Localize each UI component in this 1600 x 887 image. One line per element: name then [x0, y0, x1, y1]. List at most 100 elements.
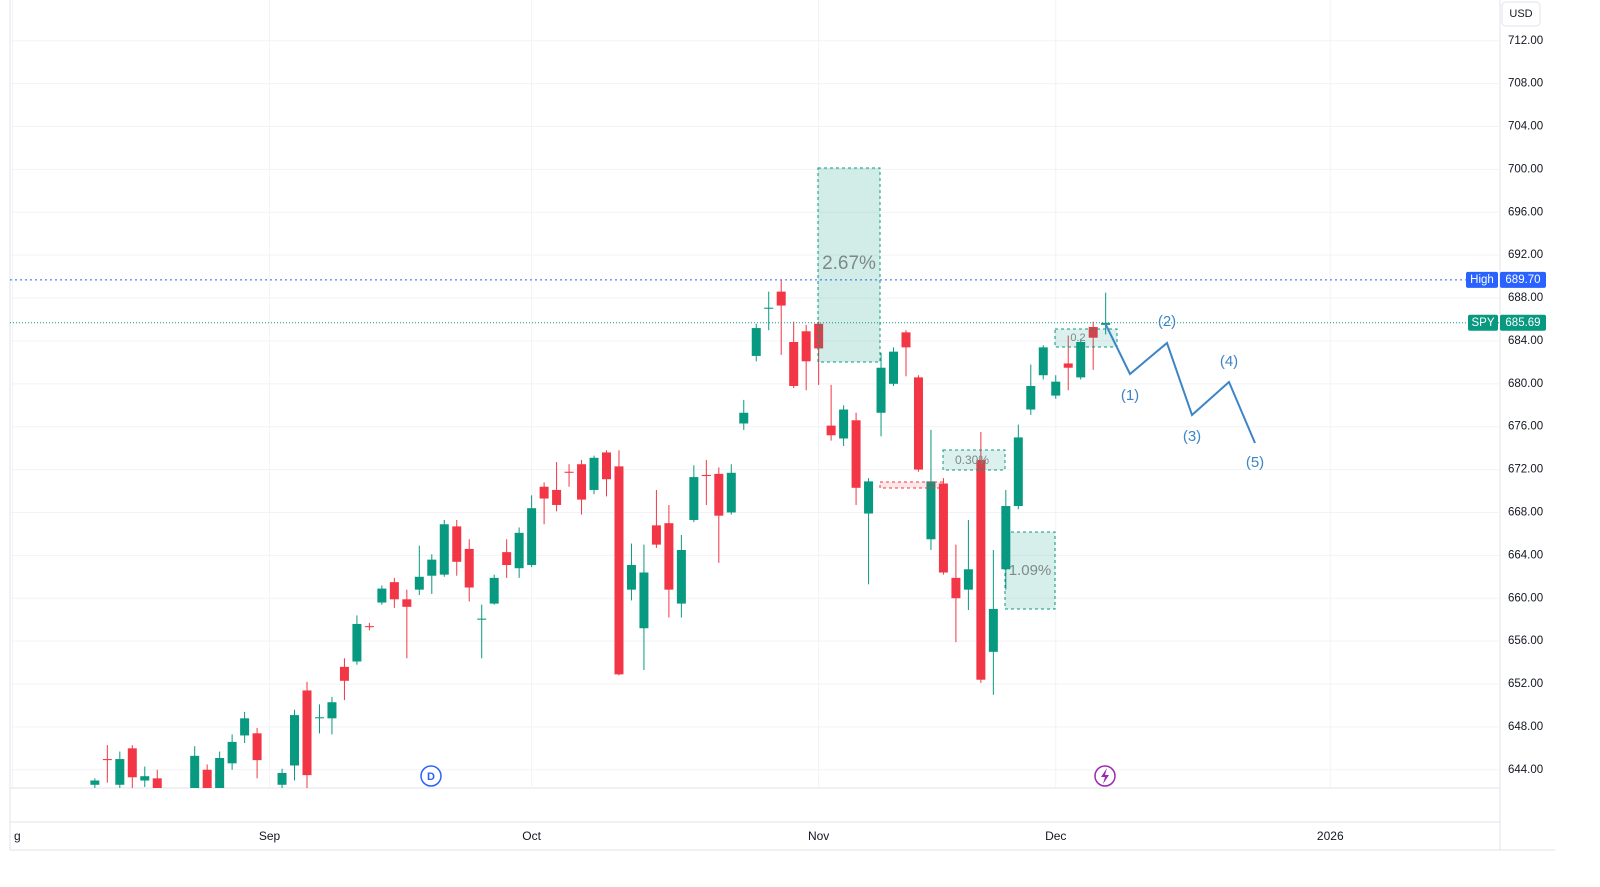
- candle-body: [864, 481, 874, 514]
- candle-body: [140, 776, 150, 781]
- price-line-value-box: [1500, 271, 1546, 288]
- candle-body: [814, 323, 824, 349]
- wave-label: (3): [1183, 428, 1201, 445]
- candle-body: [776, 291, 786, 306]
- event-icon: [1101, 768, 1109, 784]
- candle-body: [127, 748, 137, 778]
- event-marker-label: D: [427, 771, 435, 783]
- y-tick-label: 648.00: [1508, 721, 1543, 733]
- candle-body: [876, 367, 886, 413]
- candle-body: [190, 755, 200, 788]
- candle-body: [601, 452, 611, 480]
- y-tick-label: 656.00: [1508, 635, 1543, 647]
- candle-body: [377, 588, 387, 603]
- candle-body: [352, 623, 362, 662]
- candle-body: [290, 715, 300, 766]
- candle-body: [726, 472, 736, 513]
- y-tick-label: 672.00: [1508, 464, 1543, 476]
- y-tick-label: 652.00: [1508, 678, 1543, 690]
- candle-body: [1063, 363, 1073, 368]
- x-tick-label: Sep: [259, 829, 281, 843]
- x-tick-label: Oct: [522, 829, 541, 843]
- candle-body: [938, 483, 948, 573]
- candle-body: [302, 690, 312, 776]
- candle-body: [452, 526, 462, 562]
- wave-label: (5): [1246, 454, 1264, 471]
- candle-body: [889, 351, 899, 384]
- candle-body: [489, 577, 499, 604]
- wave-path: [1104, 322, 1256, 444]
- candle-body: [502, 552, 512, 566]
- candle-body: [589, 457, 599, 490]
- candle-body: [102, 759, 112, 761]
- y-tick-label: 684.00: [1508, 335, 1543, 347]
- x-tick-label: Dec: [1045, 829, 1066, 843]
- candle-body: [402, 599, 412, 607]
- candle-body: [963, 569, 973, 590]
- y-tick-label: 676.00: [1508, 421, 1543, 433]
- wave-label: (1): [1121, 387, 1139, 404]
- candle-body: [202, 769, 212, 788]
- candle-body: [314, 717, 324, 719]
- candle-body: [90, 780, 100, 785]
- y-tick-label: 692.00: [1508, 249, 1543, 261]
- candle-body: [676, 549, 686, 604]
- currency-box[interactable]: [1501, 1, 1541, 27]
- candle-body: [339, 666, 349, 681]
- candle-body: [539, 486, 549, 499]
- candle-body: [1026, 385, 1036, 410]
- measure-box: [1054, 328, 1118, 348]
- price-line-value: 685.69: [1505, 317, 1540, 329]
- x-tick-label: Nov: [808, 829, 829, 843]
- y-tick-label: 712.00: [1508, 35, 1543, 47]
- candle-body: [801, 331, 811, 362]
- candle-body: [115, 759, 125, 785]
- candle-body: [414, 576, 424, 590]
- candle-body: [701, 474, 711, 477]
- candle-body: [152, 778, 162, 788]
- measure-box: [1004, 531, 1056, 610]
- candle-body: [564, 471, 574, 473]
- candle-body: [277, 772, 287, 785]
- measure-label: 0.2: [1070, 332, 1085, 344]
- candle-body: [327, 702, 337, 719]
- candle-body: [951, 577, 961, 599]
- candle-body: [1088, 326, 1098, 338]
- candle-body: [926, 481, 936, 540]
- y-tick-label: 708.00: [1508, 78, 1543, 90]
- candle-body: [252, 733, 262, 761]
- price-line-value: 689.70: [1505, 274, 1540, 286]
- measure-box: [942, 449, 1006, 471]
- candle-body: [714, 473, 724, 516]
- measure-box: [879, 481, 944, 489]
- candle-body: [427, 559, 437, 576]
- wave-label: (2): [1158, 313, 1176, 330]
- candle-body: [227, 741, 237, 764]
- candle-body: [1001, 506, 1011, 570]
- measure-label: 1.09%: [1009, 562, 1052, 579]
- candle-body: [1013, 437, 1023, 507]
- currency: USD: [1509, 8, 1532, 20]
- candle-body: [988, 608, 998, 652]
- event-marker: [420, 765, 442, 787]
- candle-body: [439, 524, 449, 575]
- candle-body: [851, 420, 861, 488]
- candle-body: [739, 412, 749, 424]
- measure-label: 0.30%: [955, 453, 989, 467]
- candle-body: [626, 565, 636, 590]
- candle-body: [651, 525, 661, 545]
- y-tick-label: 664.00: [1508, 549, 1543, 561]
- candle-body: [577, 464, 587, 500]
- y-tick-label: 696.00: [1508, 206, 1543, 218]
- candle-body: [240, 718, 250, 736]
- x-tick-label: 2026: [1317, 829, 1344, 843]
- candle-body: [477, 618, 487, 620]
- price-line-tag: [1468, 314, 1498, 331]
- y-tick-label: 704.00: [1508, 121, 1543, 133]
- measure-box: [817, 167, 881, 363]
- candle-body: [826, 425, 836, 436]
- candle-body: [689, 477, 699, 520]
